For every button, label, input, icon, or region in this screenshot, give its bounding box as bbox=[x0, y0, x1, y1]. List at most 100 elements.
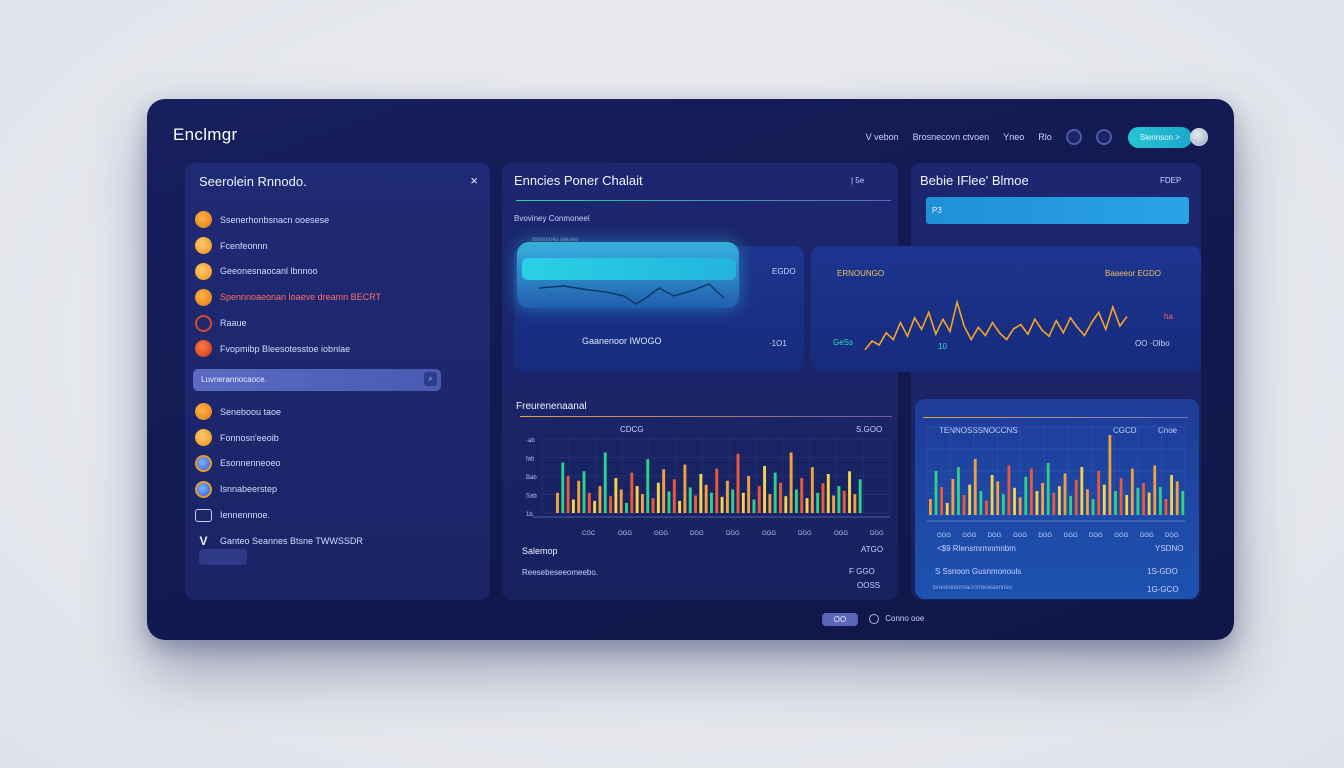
circle-button-2[interactable] bbox=[1095, 129, 1112, 145]
bar bbox=[593, 500, 597, 513]
y-tick-label: 1b bbox=[526, 512, 533, 518]
bar bbox=[1181, 491, 1185, 515]
bar bbox=[1007, 465, 1011, 515]
left-list2-item-label: Iennennnoe. bbox=[220, 510, 271, 521]
right-footer3-left: Bneoneonrnacrcmeoeaenneo bbox=[933, 585, 1013, 591]
bar bbox=[821, 483, 825, 513]
right-line-chart bbox=[864, 299, 1128, 351]
left-list2-item[interactable]: V Ganteo Seannes Btsne TWWSSDR bbox=[195, 528, 475, 554]
nav-link-2[interactable]: Brosnecovn ctvoen bbox=[912, 132, 990, 142]
nav-link-3[interactable]: Yneo bbox=[1003, 132, 1025, 142]
bar bbox=[556, 492, 559, 513]
sparkline bbox=[538, 283, 725, 305]
bar bbox=[810, 467, 814, 513]
bar bbox=[837, 486, 841, 513]
x-tick-label: DGG bbox=[690, 531, 704, 537]
center-chart-legend: CDCG bbox=[620, 425, 644, 434]
bar bbox=[741, 492, 745, 513]
right-chart-title: TENNOSSSNOCCNS bbox=[939, 426, 1018, 435]
left-list2-item[interactable]: Seneboou taoe bbox=[195, 399, 475, 425]
x-tick-label: CGC bbox=[582, 531, 596, 537]
bar bbox=[715, 468, 719, 513]
left-list2-item[interactable]: Isnnabeerstep bbox=[195, 476, 475, 502]
card2-left-top: ERNOUNGO bbox=[837, 269, 885, 278]
bar bbox=[667, 491, 671, 513]
right-footer1-left: <$9 Rlensmrmnmnbm bbox=[937, 544, 1016, 553]
bar bbox=[694, 495, 697, 513]
primary-action-button[interactable]: Slennson > bbox=[1127, 126, 1192, 148]
page-badge[interactable]: OO bbox=[822, 613, 858, 626]
status-icon bbox=[195, 429, 212, 447]
status-icon bbox=[195, 480, 212, 498]
avatar[interactable] bbox=[1190, 128, 1208, 146]
bar bbox=[1024, 476, 1028, 515]
left-list2-item[interactable]: Esonnenneoeo bbox=[195, 451, 475, 477]
status-icon bbox=[195, 403, 212, 421]
bar bbox=[678, 500, 682, 513]
bar bbox=[619, 489, 623, 513]
x-tick-label: DGG bbox=[1038, 533, 1052, 539]
search-icon[interactable]: ⌕ bbox=[424, 372, 437, 386]
bar bbox=[1125, 495, 1129, 515]
right-bar-chart: OGG GGG DGG GGG DGG GGG DGG GGG GGG DGG bbox=[926, 426, 1186, 539]
progress-label: P3 bbox=[932, 206, 942, 215]
bar bbox=[842, 490, 846, 513]
bar bbox=[757, 486, 761, 513]
x-tick-label: GGG bbox=[654, 531, 668, 537]
left-list-item[interactable]: Raaue bbox=[195, 310, 475, 336]
status-icon bbox=[195, 288, 212, 306]
left-list-item-label: Spennnoaeonan loaeve dreamn BECRT bbox=[220, 292, 381, 303]
bar bbox=[710, 492, 713, 513]
left-list2-item[interactable]: Fonnosn'eeoib bbox=[195, 425, 475, 451]
bar bbox=[603, 452, 607, 513]
bar bbox=[1046, 463, 1050, 515]
bar bbox=[672, 479, 676, 513]
x-tick-label: DGG bbox=[798, 531, 812, 537]
bar bbox=[625, 502, 628, 513]
left-list: Ssenerhonbsnacn ooesese Fcenfeonnn Geeones… bbox=[195, 207, 475, 362]
bar bbox=[635, 486, 639, 513]
right-chart-right: Cnoe bbox=[1158, 426, 1178, 435]
bar bbox=[779, 482, 782, 513]
left-list-item[interactable]: Spennnoaeonan loaeve dreamn BECRT bbox=[195, 284, 475, 310]
close-icon[interactable]: × bbox=[470, 173, 478, 188]
circle-button-1[interactable] bbox=[1065, 129, 1082, 145]
left-list-item[interactable]: Ssenerhonbsnacn ooesese bbox=[195, 207, 475, 233]
left-list-item-label: Raaue bbox=[220, 318, 247, 329]
center-chart-title: Freurenenaanal bbox=[516, 401, 587, 412]
y-tick-label: fab bbox=[526, 457, 535, 463]
bar bbox=[1018, 497, 1022, 515]
bar bbox=[962, 495, 966, 515]
right-footer3-right: 1G-GCO bbox=[1147, 585, 1179, 594]
x-tick-label: OGG bbox=[834, 531, 848, 537]
progress-bar[interactable]: P3 bbox=[926, 197, 1189, 224]
bar bbox=[1114, 491, 1117, 515]
bar bbox=[934, 471, 938, 515]
center-bar-chart: ·ab fab Bab Sab 1b CGC OGG GGG DGG DGG GGG DGG OGG DG… bbox=[526, 438, 891, 537]
bar bbox=[1052, 492, 1056, 515]
card2-right-top: Baaeeor EGDO bbox=[1105, 269, 1162, 278]
x-tick-label: DGG bbox=[870, 531, 884, 537]
x-tick-label: GGG bbox=[1114, 533, 1128, 539]
center-subtitle: Bvoviney Conmoneel bbox=[514, 214, 590, 223]
left-list2-item[interactable]: Iennennnoe. bbox=[195, 502, 475, 528]
top-nav: V vebon Brosnecovn ctvoen Yneo Rlo Slenn… bbox=[866, 125, 1208, 149]
nav-link-4[interactable]: Rlo bbox=[1038, 132, 1052, 142]
center-footer1-right: ATGO bbox=[861, 545, 884, 554]
bar bbox=[784, 496, 788, 513]
bar bbox=[1147, 492, 1151, 515]
mini-button[interactable] bbox=[199, 549, 247, 565]
left-list-item[interactable]: Fvopmibp Bleesotesstoe iobnlae bbox=[195, 336, 475, 362]
center-footer2-left: Reesebeseeomeebo. bbox=[522, 568, 599, 577]
left-list-item[interactable]: Geeonesnaocanl lbnnoo bbox=[195, 259, 475, 285]
nav-link-1[interactable]: V vebon bbox=[865, 132, 899, 142]
line-card-label: Gaanenoor IWOGO bbox=[582, 336, 662, 346]
bar bbox=[630, 472, 634, 513]
bar bbox=[789, 452, 793, 513]
bar bbox=[683, 464, 687, 513]
x-tick-label: OGG bbox=[618, 531, 632, 537]
search-input[interactable]: Luvnerannocaoce. ⌕ bbox=[193, 369, 441, 391]
left-list-item[interactable]: Fcenfeonnn bbox=[195, 233, 475, 259]
bottom-label[interactable]: Conno ooe bbox=[869, 614, 924, 624]
bar bbox=[973, 459, 977, 515]
